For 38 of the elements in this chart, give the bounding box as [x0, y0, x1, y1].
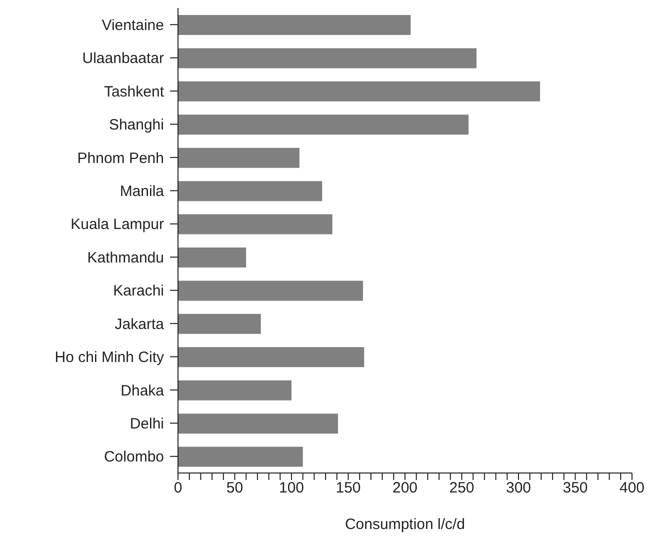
y-tick-label: Ulaanbaatar — [82, 50, 164, 68]
y-tick-label: Jakarta — [114, 316, 165, 333]
bar — [178, 414, 338, 434]
x-tick-label: 350 — [562, 480, 588, 497]
y-tick-label: Manila — [120, 183, 165, 200]
y-tick-label: Tashkent — [104, 83, 165, 100]
y-tick-label: Delhi — [130, 416, 164, 433]
bar — [178, 114, 469, 135]
bar — [178, 446, 303, 467]
x-tick-label: 100 — [278, 480, 304, 497]
x-tick-label: 50 — [226, 480, 244, 497]
y-tick-label: Shanghi — [108, 116, 164, 134]
bar — [178, 81, 540, 102]
bar — [178, 181, 322, 202]
x-tick-label: 0 — [174, 480, 182, 497]
bar — [178, 214, 332, 234]
y-tick-label: Ho chi Minh City — [54, 349, 164, 366]
x-tick-label: 300 — [506, 480, 532, 497]
x-axis-title: Consumption l/c/d — [344, 516, 466, 533]
bar — [178, 314, 261, 334]
y-tick-label: Vientaine — [102, 16, 164, 34]
y-tick-label: Kathmandu — [87, 249, 164, 266]
x-tick-label: 400 — [619, 480, 645, 497]
y-tick-label: Karachi — [113, 282, 164, 300]
y-tick-label: Phnom Penh — [77, 150, 164, 167]
x-tick-label: 250 — [449, 480, 474, 497]
bar — [178, 48, 477, 68]
bar — [178, 148, 300, 168]
bar — [178, 248, 246, 268]
bar — [178, 380, 292, 400]
bar — [178, 15, 411, 35]
y-tick-label: Dhaka — [120, 382, 165, 400]
x-tick-label: 150 — [336, 480, 361, 497]
y-tick-label: Kuala Lampur — [70, 216, 164, 234]
bar — [178, 280, 364, 301]
x-tick-label: 200 — [392, 480, 418, 497]
bar — [178, 347, 364, 368]
y-tick-label: Colombo — [104, 448, 164, 466]
